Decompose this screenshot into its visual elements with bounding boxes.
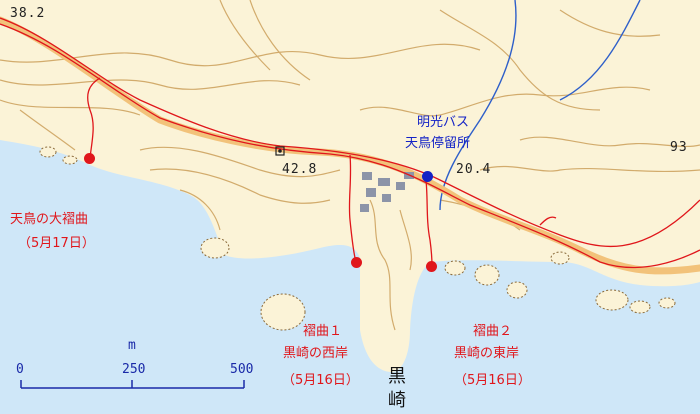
elevation-label-right: 93	[670, 140, 688, 155]
elevation-label-bus-stop: 20.4	[456, 162, 492, 177]
bus-stop-label-line2: 天鳥停留所	[405, 136, 471, 151]
contour-lines	[0, 0, 700, 331]
bus-stop-label-line1: 明光バス	[417, 115, 470, 130]
elevation-label-road: 42.8	[282, 162, 318, 177]
scale-tick-500: 500	[230, 362, 254, 377]
buildings	[360, 172, 414, 212]
spot-label-fold1-title: 褶曲１	[303, 324, 343, 339]
red-dot-icon[interactable]	[426, 261, 437, 272]
scale-tick-250: 250	[122, 362, 146, 377]
scale-tick-0: 0	[16, 362, 24, 377]
scale-bar: m 0 250 500	[16, 338, 256, 398]
scale-unit: m	[128, 338, 136, 353]
spot-label-fold2-place: 黒崎の東岸	[454, 346, 520, 361]
spot-date-fold2: （5月16日）	[454, 373, 531, 388]
coastal-rocks	[39, 146, 676, 331]
coastal-road	[0, 16, 700, 275]
place-label-line2: 崎	[388, 390, 406, 411]
rivers	[439, 0, 641, 211]
place-label-line1: 黒	[388, 366, 406, 387]
spot-date-big-fold: （5月17日）	[18, 236, 95, 251]
red-dot-icon[interactable]	[84, 153, 95, 164]
spot-label-big-fold: 天鳥の大褶曲	[10, 212, 89, 227]
blue-dot-icon[interactable]	[422, 171, 433, 182]
spot-label-fold2-title: 褶曲２	[473, 324, 513, 339]
scale-line	[20, 380, 245, 389]
spot-date-fold1: （5月16日）	[282, 373, 359, 388]
elevation-label-top-left: 38.2	[10, 6, 46, 21]
spot-label-fold1-place: 黒崎の西岸	[283, 346, 349, 361]
red-dot-icon[interactable]	[351, 257, 362, 268]
sea	[0, 140, 700, 414]
triangulation-mark-icon	[275, 146, 285, 156]
